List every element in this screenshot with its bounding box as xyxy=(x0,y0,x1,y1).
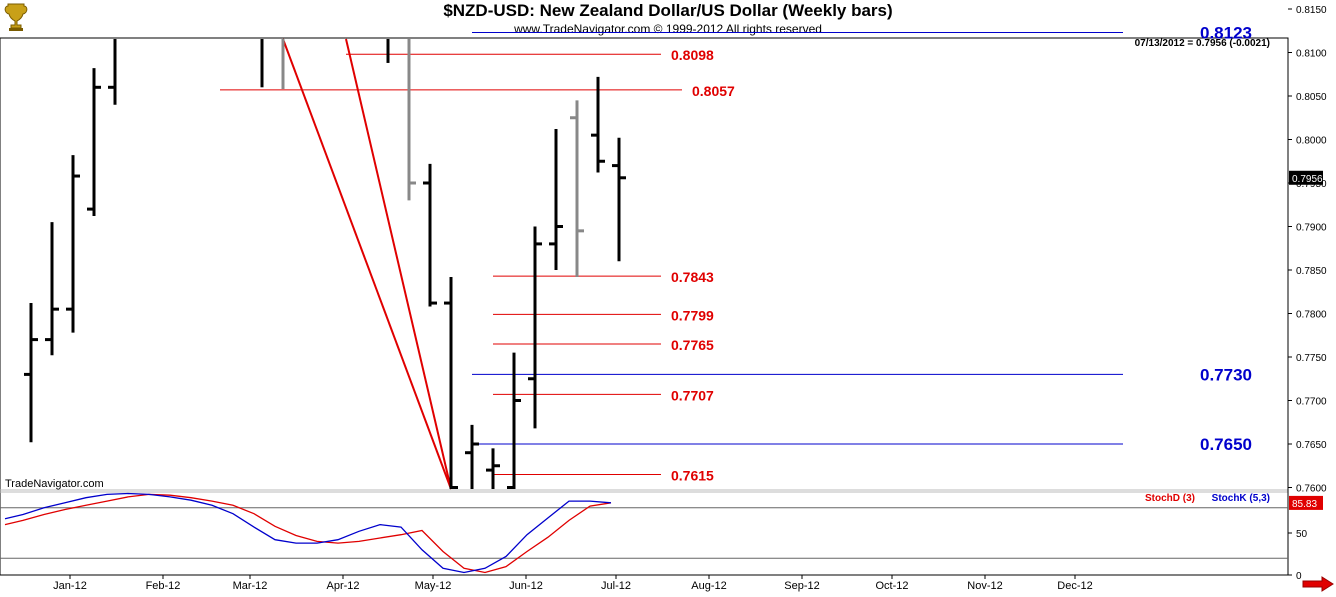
legend-stochd: StochD (3) xyxy=(1145,493,1195,504)
x-tick-label: Sep-12 xyxy=(784,580,819,592)
y-tick-label: 0.7650 xyxy=(1296,440,1327,451)
chart-frame xyxy=(0,37,1289,576)
x-tick-label: Aug-12 xyxy=(691,580,726,592)
trendlines xyxy=(282,38,452,490)
x-tick-label: Oct-12 xyxy=(875,580,908,592)
x-tick-label: May-12 xyxy=(415,580,452,592)
level-label: 0.7765 xyxy=(671,337,714,353)
x-tick-label: Jul-12 xyxy=(601,580,631,592)
x-tick-label: Apr-12 xyxy=(326,580,359,592)
date-axis: Jan-12 Feb-12 Mar-12 Apr-12 May-12 Jun-12 Jul-… xyxy=(53,575,1093,592)
y-tick-label: 0.7850 xyxy=(1296,266,1327,277)
y-tick-label: 0.8100 xyxy=(1296,49,1327,60)
x-tick-label: Jan-12 xyxy=(53,580,87,592)
level-label: 0.7615 xyxy=(671,467,714,483)
level-label: 0.8098 xyxy=(671,47,714,63)
stoch-series-line xyxy=(4,493,612,574)
stoch-reference-lines xyxy=(0,507,1288,559)
price-axis: 0.7600 0.7650 0.7700 0.7750 0.7800 0.7850 0.79… xyxy=(1288,5,1327,495)
x-tick-label: Feb-12 xyxy=(146,580,181,592)
last-price-box xyxy=(1289,170,1323,185)
ohlc-bar xyxy=(24,303,38,443)
trendline xyxy=(345,38,452,490)
ohlc-bar xyxy=(528,226,542,429)
level-label: 0.7730 xyxy=(1200,365,1252,384)
ohlc-bar xyxy=(87,68,101,217)
chart-title: $NZD-USD: New Zealand Dollar/US Dollar (… xyxy=(443,1,893,20)
ohlc-bar xyxy=(423,163,437,307)
y-tick-label: 0.7800 xyxy=(1296,310,1327,321)
ohlc-bar xyxy=(444,276,458,489)
y-tick-label: 0.7750 xyxy=(1296,353,1327,364)
level-label: 0.7843 xyxy=(671,269,714,285)
y-tick-label: 0.7900 xyxy=(1296,223,1327,234)
y-tick-label: 0.7700 xyxy=(1296,397,1327,408)
ohlc-bar xyxy=(66,155,80,333)
quote-text: 07/13/2012 = 0.7956 (-0.0021) xyxy=(1135,38,1270,49)
right-arrow-icon[interactable] xyxy=(1302,576,1334,597)
level-lines: 0.83010.82260.82090.81950.81230.80980.80… xyxy=(220,23,1252,483)
level-label: 0.7707 xyxy=(671,387,714,403)
x-tick-label: Jun-12 xyxy=(509,580,543,592)
ohlc-bar xyxy=(486,448,500,489)
level-label: 0.7650 xyxy=(1200,435,1252,454)
ohlc-bar xyxy=(465,424,479,489)
ohlc-bar xyxy=(108,39,117,105)
y-tick-label: 0.8000 xyxy=(1296,136,1327,147)
legend-stochk: StochK (5,3) xyxy=(1212,493,1270,504)
trophy-icon[interactable] xyxy=(3,2,29,37)
trendline xyxy=(282,38,452,490)
ohlc-bar xyxy=(407,39,416,201)
ohlc-bar xyxy=(612,137,626,262)
y-tick-label: 0.8150 xyxy=(1296,5,1327,16)
y-tick-label: 0.7600 xyxy=(1296,484,1327,495)
last-price-label: 0.7956 xyxy=(1292,174,1323,185)
stoch-series-line xyxy=(4,492,612,574)
stoch-tick-label: 0 xyxy=(1296,571,1302,582)
y-tick-label: 0.8050 xyxy=(1296,92,1327,103)
x-tick-label: Mar-12 xyxy=(233,580,268,592)
stoch-axis: 50 0 85.83 xyxy=(1288,495,1323,582)
ohlc-bar xyxy=(591,76,605,173)
price-bars xyxy=(24,39,626,489)
ohlc-bar xyxy=(549,129,563,270)
stoch-last-label: 85.83 xyxy=(1292,499,1317,510)
x-tick-label: Dec-12 xyxy=(1057,580,1092,592)
level-label: 0.8057 xyxy=(692,83,735,99)
stoch-tick-label: 50 xyxy=(1296,529,1308,540)
x-tick-label: Nov-12 xyxy=(967,580,1002,592)
stoch-lines xyxy=(4,492,612,574)
ohlc-bar xyxy=(507,352,521,489)
ohlc-bar xyxy=(45,222,59,356)
watermark-text: TradeNavigator.com xyxy=(5,478,104,490)
level-label: 0.7799 xyxy=(671,307,714,323)
level-label: 0.8123 xyxy=(1200,23,1252,42)
stoch-last-box xyxy=(1289,495,1323,510)
ohlc-bar xyxy=(570,100,584,277)
